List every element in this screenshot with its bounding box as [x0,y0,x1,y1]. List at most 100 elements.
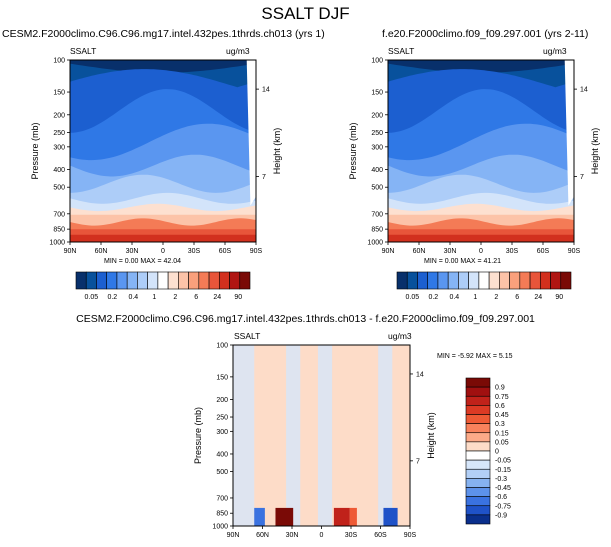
panel2-minmax: MIN = 0.00 MAX = 41.21 [424,258,502,265]
panel1-ytick-label-3: 250 [53,130,65,137]
panel1-nodata [246,60,256,206]
panel3-surface-feature-3 [383,507,398,526]
panel3-colorbar-swatch-7 [465,441,491,452]
panel2-rtick-label-0: 14 [580,87,588,94]
panel3-colorbar-label-9: -0.15 [495,467,511,474]
panel2-xtick-label-2: 30N [444,248,457,255]
panel3-colorbar-swatch-14 [465,505,491,516]
panel3-colorbar-swatch-10 [465,468,491,479]
panel2-xtick-label-0: 90N [382,248,395,255]
panel1-ytick-label-2: 200 [53,112,65,119]
panel2-colorbar-label-0: 0.05 [406,294,420,301]
panel3-colorbar-label-13: -0.75 [495,503,511,510]
panel2-units-label: ug/m3 [543,46,567,56]
panel1-xtick-label-5: 60S [219,248,232,255]
panel3-surface-feature-1 [333,507,350,526]
panel3-colorbar-swatch-9 [465,459,491,470]
panel2-xtick-label-6: 90S [568,248,581,255]
panel3-ytick-label-0: 100 [216,343,228,350]
panel1-rtick-label-1: 7 [262,174,266,181]
panel3-colorbar-label-1: 0.75 [495,394,509,401]
panel3-surface-feature-4 [254,507,265,526]
panel3-ytick-label-9: 1000 [212,524,228,531]
panel3-rtick-label-0: 14 [416,371,424,378]
panel3-minmax: MIN = -5.92 MAX = 5.15 [437,353,513,360]
panel2-xtick-label-5: 60S [537,248,550,255]
panel3-ytick-label-7: 700 [216,495,228,502]
panel1-units-label: ug/m3 [226,46,250,56]
panel3-colorbar-label-4: 0.3 [495,421,505,428]
panel1-colorbar-swatch-16 [239,271,251,290]
panel3-colorbar-label-12: -0.6 [495,494,507,501]
panel2-ytick-label-5: 400 [371,167,383,174]
panel2-colorbar-label-4: 2 [494,294,498,301]
panel3-ytick-label-3: 250 [216,415,228,422]
panel2-colorbar-label-3: 1 [473,294,477,301]
panel1-variable-label: SSALT [70,46,97,56]
panel3-negative-column-3 [378,345,393,526]
panel2-ytick-label-9: 1000 [367,240,383,247]
panel1-ytick-label-6: 500 [53,185,65,192]
panel3-colorbar-label-5: 0.15 [495,430,509,437]
panel3-colorbar-swatch-8 [465,450,491,461]
panel2-title: f.e20.F2000climo.f09_f09.297.001 (yrs 2-… [382,28,589,40]
panel3-colorbar-swatch-3 [465,405,491,415]
panel2-xtick-label-4: 30S [506,248,519,255]
panel3-colorbar-label-11: -0.45 [495,485,511,492]
panel1-xtick-label-6: 90S [250,248,263,255]
panel3-colorbar-label-10: -0.3 [495,476,507,483]
panel3-colorbar-swatch-0 [465,377,491,388]
panel3-colorbar-swatch-1 [465,386,491,397]
panel1-xtick-label-0: 90N [64,248,77,255]
panel3-ylabel: Pressure (mb) [193,407,203,464]
panel1-xtick-label-1: 60N [95,248,108,255]
panel2-field [388,60,574,242]
panel2-colorbar-label-6: 24 [534,294,542,301]
panel1-colorbar-label-5: 6 [194,294,198,301]
panel3-ytick-label-5: 400 [216,451,228,458]
panel2-ylabel: Pressure (mb) [348,122,358,179]
panel3-colorbar-swatch-5 [465,423,491,434]
panel1-colorbar-label-4: 2 [173,294,177,301]
panel3-colorbar-label-2: 0.6 [495,403,505,410]
panel2-ytick-label-7: 700 [371,211,383,218]
panel3-colorbar-label-6: 0.05 [495,439,509,446]
panel3-xtick-label-1: 60N [256,532,269,539]
panel1-ylabel: Pressure (mb) [30,122,40,179]
panel3-colorbar-swatch-6 [465,432,491,443]
panel3-colorbar-label-8: -0.05 [495,458,511,465]
panel2-variable-label: SSALT [388,46,415,56]
panel1-colorbar-label-2: 0.4 [128,294,138,301]
panel1-colorbar-label-3: 1 [152,294,156,301]
panel3-colorbar-label-3: 0.45 [495,412,509,419]
panel1-colorbar-label-0: 0.05 [85,294,99,301]
panel2-xtick-label-3: 0 [479,248,483,255]
panel3-surface-feature-2 [349,507,357,526]
panel2-ytick-label-0: 100 [371,58,383,65]
panel3-colorbar-swatch-11 [465,478,491,488]
panel1-ytick-label-0: 100 [53,58,65,65]
panel3-ytick-label-6: 500 [216,469,228,476]
panel3-colorbar-swatch-2 [465,395,491,406]
panel3-title: CESM2.F2000climo.C96.C96.mg17.intel.432p… [76,313,535,325]
panel1-colorbar-label-1: 0.2 [107,294,117,301]
panel2-nodata [564,60,574,206]
panel3-xtick-label-0: 90N [227,532,240,539]
panel2-ytick-label-1: 150 [371,90,383,97]
panel3-ytick-label-2: 200 [216,397,228,404]
panel1-minmax: MIN = 0.00 MAX = 42.04 [104,258,182,265]
panel3-colorbar-label-0: 0.9 [495,385,505,392]
panel1-xtick-label-4: 30S [188,248,201,255]
panel1-title: CESM2.F2000climo.C96.C96.mg17.intel.432p… [2,28,325,40]
panel2-ytick-label-2: 200 [371,112,383,119]
panel1-field [70,60,256,242]
panel3-colorbar-label-14: -0.9 [495,512,507,519]
panel1-xtick-label-2: 30N [126,248,139,255]
panel3-colorbar-swatch-4 [465,414,491,424]
panel3-ylabel-right: Height (km) [426,412,436,459]
panel2-rtick-label-1: 7 [580,174,584,181]
panel2-colorbar-swatch-16 [560,271,572,290]
panel3-xtick-label-4: 30S [345,532,358,539]
